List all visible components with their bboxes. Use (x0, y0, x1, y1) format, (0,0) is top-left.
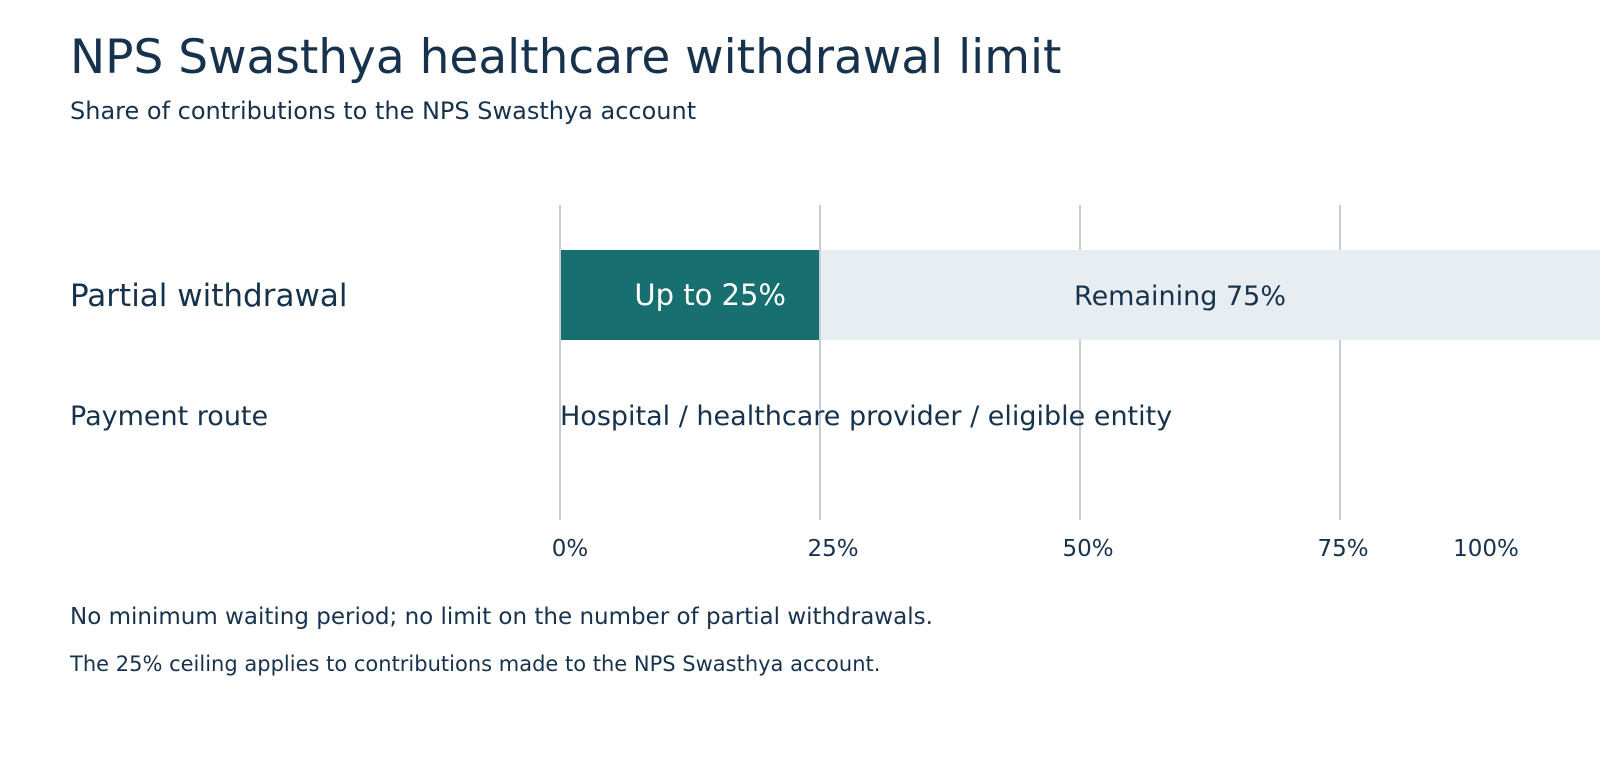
tick-label-25: 25% (807, 536, 858, 562)
tick-label-100: 100% (1453, 536, 1519, 562)
tick-label-0: 0% (552, 536, 589, 562)
footnote-ceiling: The 25% ceiling applies to contributions… (70, 652, 881, 676)
segment-label-remaining: Remaining 75% (1074, 281, 1286, 312)
chart-title: NPS Swasthya healthcare withdrawal limit (70, 30, 1062, 85)
bar-segment-remaining-fill (821, 250, 1600, 340)
footnote-waiting-period: No minimum waiting period; no limit on t… (70, 604, 933, 630)
bar-segment-withdrawable (560, 250, 820, 340)
segment-label-withdrawable: Up to 25% (634, 278, 786, 312)
payment-route-value: Hospital / healthcare provider / eligibl… (560, 401, 1172, 432)
tick-label-75: 75% (1317, 536, 1368, 562)
chart-subtitle: Share of contributions to the NPS Swasth… (70, 97, 697, 125)
row-label-payment-route: Payment route (70, 401, 268, 432)
row-label-partial-withdrawal: Partial withdrawal (70, 278, 347, 314)
tick-label-50: 50% (1062, 536, 1113, 562)
